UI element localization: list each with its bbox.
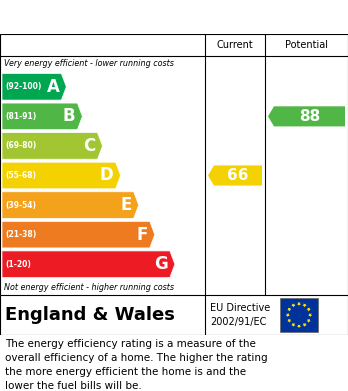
Text: G: G: [154, 255, 168, 273]
Polygon shape: [307, 319, 311, 323]
Polygon shape: [297, 302, 301, 306]
Polygon shape: [208, 165, 262, 186]
Text: Current: Current: [216, 40, 253, 50]
Polygon shape: [286, 313, 290, 317]
Text: D: D: [100, 167, 113, 185]
Text: F: F: [136, 226, 148, 244]
Text: Energy Efficiency Rating: Energy Efficiency Rating: [9, 10, 219, 25]
Text: (81-91): (81-91): [5, 112, 36, 121]
Text: Not energy efficient - higher running costs: Not energy efficient - higher running co…: [4, 283, 174, 292]
Text: A: A: [46, 78, 59, 96]
Text: C: C: [83, 137, 95, 155]
Text: B: B: [63, 108, 76, 126]
Text: The energy efficiency rating is a measure of the
overall efficiency of a home. T: The energy efficiency rating is a measur…: [5, 339, 268, 391]
Polygon shape: [2, 133, 103, 159]
Polygon shape: [287, 308, 291, 312]
Polygon shape: [302, 323, 307, 327]
Polygon shape: [2, 192, 139, 218]
Polygon shape: [2, 221, 155, 248]
Text: (39-54): (39-54): [5, 201, 36, 210]
Polygon shape: [268, 106, 345, 126]
Text: (92-100): (92-100): [5, 82, 41, 91]
Text: (21-38): (21-38): [5, 230, 36, 239]
Polygon shape: [291, 323, 295, 327]
Polygon shape: [302, 303, 307, 307]
Polygon shape: [2, 103, 82, 130]
Bar: [280, 298, 318, 332]
Polygon shape: [308, 313, 312, 317]
Text: (1-20): (1-20): [5, 260, 31, 269]
Text: E: E: [120, 196, 132, 214]
Polygon shape: [307, 308, 311, 312]
Polygon shape: [2, 74, 66, 100]
Polygon shape: [2, 251, 175, 278]
Text: (69-80): (69-80): [5, 142, 36, 151]
Text: Potential: Potential: [285, 40, 328, 50]
Text: 88: 88: [299, 109, 320, 124]
Polygon shape: [2, 162, 121, 189]
Text: England & Wales: England & Wales: [5, 306, 175, 324]
Text: EU Directive: EU Directive: [210, 303, 270, 313]
Text: Very energy efficient - lower running costs: Very energy efficient - lower running co…: [4, 59, 174, 68]
Polygon shape: [297, 325, 301, 328]
Text: 2002/91/EC: 2002/91/EC: [210, 317, 266, 327]
Polygon shape: [291, 303, 295, 307]
Polygon shape: [287, 319, 291, 323]
Text: (55-68): (55-68): [5, 171, 36, 180]
Text: 66: 66: [227, 168, 249, 183]
